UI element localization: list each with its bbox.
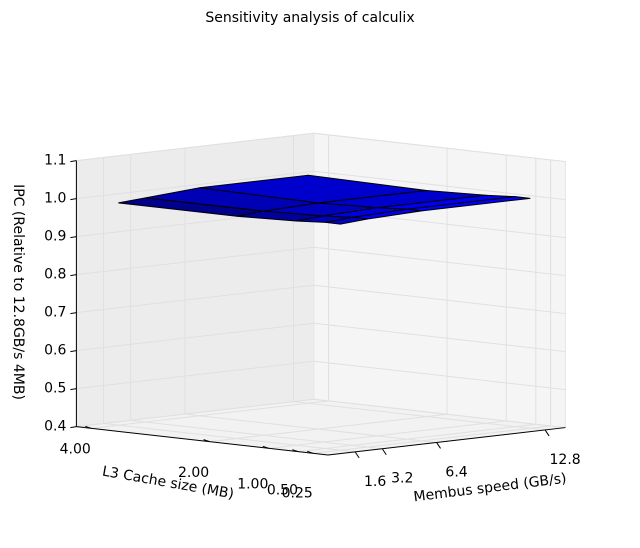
tick-mark: [70, 236, 77, 239]
z-tick-label: 0.7: [44, 305, 66, 321]
y-tick-label: 4.00: [60, 442, 91, 458]
axis-line: [76, 426, 329, 456]
y-tick-label: 0.50: [267, 482, 298, 498]
tick-mark: [70, 350, 77, 353]
left-pane: [75, 132, 315, 428]
tick-mark: [354, 451, 360, 459]
z-tick-label: 0.6: [44, 343, 66, 359]
z-tick-label: 0.8: [44, 267, 66, 283]
grid-line: [76, 398, 314, 428]
grid-line: [76, 170, 314, 200]
z-tick-label: 1.0: [44, 191, 66, 207]
tick-mark: [70, 312, 77, 315]
grid-line: [91, 400, 329, 429]
grid-line: [313, 132, 566, 163]
y-tick-label: 2.00: [178, 465, 209, 481]
y-tick-label: 1.00: [237, 477, 268, 493]
x-tick-label: 12.8: [550, 452, 581, 468]
tick-mark: [381, 448, 387, 456]
grid-line: [130, 419, 383, 450]
y-axis-label: L3 Cache size (MB): [101, 464, 235, 503]
x-tick-label: 1.6: [364, 474, 386, 490]
grid-line: [76, 132, 314, 162]
grid-line: [76, 322, 314, 352]
z-tick-label: 0.4: [44, 419, 66, 435]
z-axis-label: IPC (Relative to 12.8GB/s 4MB): [10, 184, 26, 400]
grid-line: [313, 322, 566, 353]
tick-mark: [70, 274, 77, 277]
grid-line: [209, 413, 448, 443]
tick-mark: [70, 426, 77, 429]
tick-mark: [70, 198, 77, 201]
y-tick-label: 0.25: [282, 485, 313, 501]
grid-line: [313, 284, 566, 315]
grid-line: [313, 425, 551, 454]
x-tick-label: 6.4: [445, 464, 467, 480]
x-axis-label: Membus speed (GB/s): [413, 471, 568, 506]
grid-line: [76, 360, 314, 390]
grid-line: [76, 246, 314, 276]
tick-mark: [70, 388, 77, 391]
tick-mark: [70, 160, 77, 163]
surface-patch: [325, 216, 368, 225]
z-tick-label: 0.5: [44, 381, 66, 397]
grid-line: [313, 170, 566, 201]
grid-line: [103, 423, 356, 453]
axis-line: [327, 427, 566, 456]
grid-line: [268, 420, 507, 449]
grid-line: [298, 423, 536, 453]
z-tick-label: 1.1: [44, 153, 66, 169]
x-tick-label: 3.2: [391, 471, 413, 487]
grid-line: [76, 284, 314, 314]
chart-title: Sensitivity analysis of calculix: [205, 10, 414, 26]
grid-line: [184, 413, 437, 443]
grid-line: [313, 246, 566, 277]
z-tick-label: 0.9: [44, 229, 66, 245]
tick-mark: [436, 442, 441, 449]
tick-mark: [544, 429, 550, 437]
grid-line: [293, 401, 546, 431]
right-pane: [313, 132, 566, 429]
grid-line: [313, 398, 566, 429]
grid-line: [313, 360, 566, 391]
